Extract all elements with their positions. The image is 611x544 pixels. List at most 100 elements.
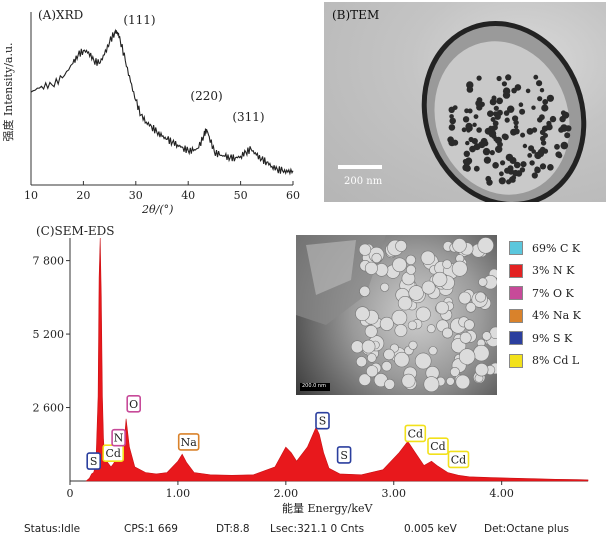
legend-item: 4% Na K bbox=[509, 305, 609, 327]
eds-legend: 69% C K 3% N K 7% O K 4% Na K 9% S K 8% Cd L bbox=[509, 237, 609, 373]
tem-scale-label: 200 nm bbox=[344, 176, 383, 187]
tem-particle bbox=[520, 132, 526, 138]
sem-particle bbox=[361, 339, 376, 354]
sem-particle bbox=[452, 238, 467, 253]
eds-x-tick-label: 2.00 bbox=[274, 487, 299, 500]
sem-particle bbox=[394, 324, 408, 337]
sem-particle bbox=[350, 340, 364, 354]
tem-particle bbox=[557, 153, 563, 159]
sem-particle bbox=[477, 237, 494, 254]
xrd-x-ticks: 10 20 30 40 50 60 bbox=[24, 181, 300, 202]
sem-particle bbox=[458, 348, 476, 365]
legend-swatch bbox=[509, 331, 523, 346]
sem-particle bbox=[367, 353, 377, 363]
tem-particle bbox=[472, 122, 477, 128]
tem-particle bbox=[547, 164, 554, 171]
tem-particle bbox=[473, 114, 479, 119]
tem-particle bbox=[545, 123, 553, 131]
tem-particle bbox=[489, 150, 495, 156]
sem-particle bbox=[406, 264, 417, 275]
tem-particle bbox=[542, 148, 547, 154]
tem-particle bbox=[526, 127, 534, 135]
eds-peak-label: Cd bbox=[430, 440, 445, 453]
sem-particle bbox=[473, 344, 490, 362]
tem-particle bbox=[531, 127, 538, 133]
tem-particle bbox=[541, 104, 549, 112]
sem-particle bbox=[358, 243, 372, 256]
tem-particle bbox=[497, 141, 503, 148]
sem-particle bbox=[478, 277, 488, 287]
dt-text: DT:8.8 bbox=[216, 523, 250, 535]
eds-x-ticks: 0 1.00 2.00 3.00 4.00 bbox=[67, 481, 514, 500]
legend-item: 69% C K bbox=[509, 237, 609, 259]
tem-particle bbox=[528, 145, 535, 152]
sem-particle bbox=[383, 348, 395, 361]
tem-particle bbox=[489, 98, 497, 106]
tem-particle bbox=[493, 105, 499, 111]
tem-particle bbox=[505, 74, 512, 81]
tem-particle bbox=[536, 80, 543, 87]
xrd-peak-annotations: (111) (220) (311) bbox=[123, 13, 264, 124]
tem-nanoparticles bbox=[447, 74, 572, 186]
tem-particle bbox=[546, 94, 554, 102]
xrd-panel-label: (A)XRD bbox=[38, 8, 84, 22]
sem-particle bbox=[359, 285, 371, 297]
sem-particle bbox=[355, 356, 367, 368]
tem-particle bbox=[560, 141, 569, 150]
sem-inset-image: 200.0 nm bbox=[296, 235, 497, 395]
legend-swatch bbox=[509, 241, 523, 255]
sem-particle bbox=[414, 352, 432, 370]
eds-spectrum-area bbox=[85, 237, 589, 482]
tem-particle bbox=[463, 150, 470, 157]
sem-particle bbox=[358, 373, 372, 386]
sem-particle bbox=[449, 366, 460, 377]
cps-text: CPS:1 669 bbox=[124, 523, 178, 535]
xrd-series-line bbox=[30, 28, 294, 176]
tem-particle bbox=[512, 169, 519, 177]
eds-x-tick-label: 1.00 bbox=[166, 487, 191, 500]
xrd-peak-annotation: (220) bbox=[190, 89, 222, 103]
tem-particle bbox=[533, 74, 539, 80]
tem-particle bbox=[476, 97, 483, 103]
xrd-panel: 10 20 30 40 50 60 (111) (220) (311) (A)XRD 强度 I… bbox=[0, 0, 310, 220]
sem-particle bbox=[405, 254, 416, 265]
xrd-x-tick-label: 10 bbox=[24, 189, 38, 202]
eds-peak-label-box bbox=[315, 411, 330, 430]
tem-particle bbox=[539, 88, 545, 93]
sem-particle bbox=[423, 376, 440, 393]
tem-particle bbox=[504, 167, 511, 174]
tem-particle bbox=[449, 114, 454, 119]
sem-particle bbox=[392, 257, 407, 273]
tem-particle bbox=[487, 110, 494, 117]
sem-particle bbox=[407, 320, 418, 331]
tem-particle bbox=[514, 84, 522, 91]
tem-particle bbox=[471, 138, 478, 145]
tem-particle bbox=[509, 176, 516, 183]
sem-particle bbox=[391, 309, 408, 326]
xrd-y-axis-label: 强度 Intensity/a.u. bbox=[2, 42, 15, 142]
legend-item: 9% S K bbox=[509, 327, 609, 349]
eds-peak-label: S bbox=[340, 449, 348, 462]
sem-particle bbox=[442, 327, 453, 339]
tem-particle bbox=[513, 124, 519, 130]
eds-peak-label: S bbox=[90, 455, 98, 468]
tem-particle bbox=[531, 172, 538, 179]
xrd-chart: 10 20 30 40 50 60 (111) (220) (311) bbox=[24, 12, 300, 202]
tem-particle bbox=[452, 105, 458, 110]
tem-particle bbox=[542, 99, 549, 105]
tem-particle bbox=[476, 75, 482, 81]
eds-peak-label-box bbox=[177, 433, 200, 451]
eds-peak-label: S bbox=[319, 415, 327, 428]
status-text: Status:Idle bbox=[24, 523, 81, 535]
sem-particle bbox=[435, 301, 449, 315]
tem-particle bbox=[480, 137, 488, 145]
tem-particle bbox=[540, 135, 546, 142]
legend-swatch bbox=[509, 263, 523, 278]
eds-peak-label: Cd bbox=[451, 453, 466, 466]
sem-particle bbox=[366, 365, 379, 378]
tem-particle bbox=[537, 96, 543, 102]
xrd-axes bbox=[30, 12, 293, 186]
tem-particle bbox=[501, 133, 508, 140]
eds-x-tick-label: 0 bbox=[67, 487, 74, 500]
sem-particles bbox=[350, 237, 497, 393]
